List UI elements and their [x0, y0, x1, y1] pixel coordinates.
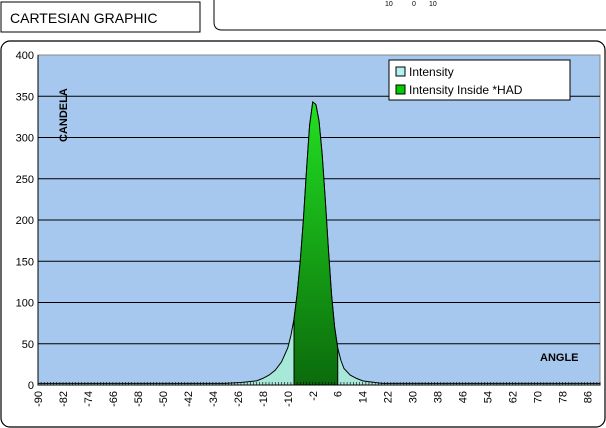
had-area: [293, 101, 339, 386]
y-tick-label-100: 100: [16, 298, 34, 310]
y-tick-labels: 0 50 100 150 200 250 300 350 400: [16, 50, 34, 392]
legend-swatch-had: [395, 84, 406, 95]
x-tick-label-62: 62: [508, 391, 520, 403]
y-tick-label-250: 250: [16, 174, 34, 186]
x-tick-label--34: -34: [208, 391, 220, 407]
header-fragment-box: [213, 0, 606, 31]
y-tick-label-300: 300: [16, 133, 34, 145]
had-series: [293, 101, 339, 386]
y-tick-label-50: 50: [22, 339, 34, 351]
y-axis-title: CANDELA: [58, 88, 70, 142]
fragment-label-2: 0: [412, 1, 416, 8]
fragment-label-1: 10: [385, 1, 393, 8]
header-title-box: [0, 1, 201, 33]
x-tick-label-38: 38: [433, 391, 445, 403]
legend-box: [388, 59, 571, 101]
header-title: CARTESIAN GRAPHIC: [10, 10, 158, 26]
x-tick-label-78: 78: [558, 391, 570, 403]
x-axis-title: ANGLE: [540, 352, 579, 364]
x-tick-label--26: -26: [233, 391, 245, 407]
fragment-label-3: 10: [429, 1, 437, 8]
y-tick-label-0: 0: [28, 380, 34, 392]
x-tick-labels: -90 -82 -74 -66 -58 -50 -42 -34 -26 -18 -10 -2 6 14 22…: [33, 391, 595, 407]
y-tick-label-150: 150: [16, 256, 34, 268]
legend-label-had: Intensity Inside *HAD: [409, 83, 523, 97]
x-tick-label-22: 22: [383, 391, 395, 403]
x-tick-label--42: -42: [183, 391, 195, 407]
legend-swatch-intensity: [395, 66, 406, 77]
x-tick-label-86: 86: [583, 391, 595, 403]
x-tick-label--10: -10: [283, 391, 295, 407]
x-tick-label-30: 30: [408, 391, 420, 403]
y-tick-label-350: 350: [16, 91, 34, 103]
axes: [37, 55, 601, 386]
x-tick-label-46: 46: [458, 391, 470, 403]
x-tick-label--90: -90: [33, 391, 45, 407]
legend-label-intensity: Intensity: [409, 65, 454, 79]
y-tick-label-400: 400: [16, 50, 34, 62]
x-tick-label-14: 14: [358, 391, 370, 403]
x-tick-label--66: -66: [108, 391, 120, 407]
x-tick-label--58: -58: [133, 391, 145, 407]
x-tick-label--50: -50: [158, 391, 170, 407]
x-tick-label-6: 6: [333, 391, 345, 397]
x-tick-label--2: -2: [308, 391, 320, 401]
x-tick-label-70: 70: [533, 391, 545, 403]
legend: Intensity Intensity Inside *HAD: [388, 59, 571, 101]
x-tick-label--18: -18: [258, 391, 270, 407]
y-tick-label-200: 200: [16, 215, 34, 227]
x-tick-label-54: 54: [483, 391, 495, 403]
x-tick-label--74: -74: [83, 391, 95, 407]
x-tick-label--82: -82: [58, 391, 70, 407]
